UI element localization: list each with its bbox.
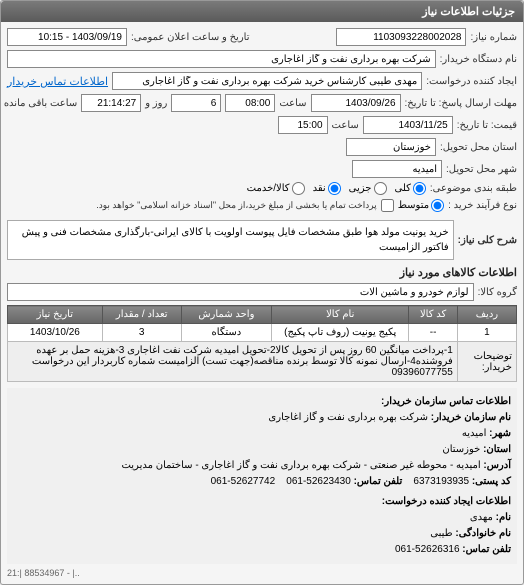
label-delivery-province: استان محل تحویل: (440, 142, 517, 153)
section-items-title: اطلاعات کالاهای مورد نیاز (7, 266, 517, 279)
contact-req-title: اطلاعات ایجاد کننده درخواست: (382, 496, 511, 507)
panel-title: جزئیات اطلاعات نیاز (1, 1, 523, 22)
cell-qty: 3 (102, 324, 181, 342)
radio-partial[interactable]: جزیی (349, 182, 387, 195)
delivery-city-field[interactable] (352, 160, 442, 178)
delivery-province-field[interactable] (346, 138, 436, 156)
city: امیدیه (462, 428, 487, 439)
lbl-province: استان: (483, 444, 511, 455)
cell-name: پکیج یونیت (روف تاپ پکیج) (272, 324, 409, 342)
lbl-phone2: تلفن تماس: (462, 544, 511, 555)
address: امیدیه - محوطه غیر صنعتی - شرکت بهره برد… (121, 460, 480, 471)
radio-partial-input[interactable] (374, 182, 387, 195)
label-requester: ایجاد کننده درخواست: (426, 76, 517, 87)
budget-radio-group: کلی جزیی نقد کالا/خدمت (247, 182, 426, 195)
lbl-phone: تلفن تماس: (354, 476, 403, 487)
lbl-city: شهر: (489, 428, 511, 439)
req-family: طیبی (430, 528, 452, 539)
th-unit: واحد شمارش (181, 306, 271, 324)
buyer-org-field[interactable] (7, 50, 436, 68)
buyer-contact-link[interactable]: اطلاعات تماس خریدار (7, 75, 108, 88)
group-field[interactable] (7, 283, 474, 301)
lbl-org-name: نام سازمان خریدار: (431, 412, 511, 423)
label-announce: تاریخ و ساعت اعلان عمومی: (131, 32, 250, 43)
lbl-family: نام خانوادگی: (455, 528, 511, 539)
label-time-post: ساعت باقی مانده (4, 98, 77, 109)
radio-cash-input[interactable] (328, 182, 341, 195)
radio-wholesale[interactable]: کلی (395, 182, 426, 195)
validity-date-field[interactable] (363, 116, 453, 134)
footer-text: ..| - 88534967 |:21 (7, 568, 517, 578)
announce-field[interactable] (7, 28, 127, 46)
details-panel: جزئیات اطلاعات نیاز شماره نیاز: تاریخ و … (0, 0, 524, 585)
label-process-type: نوع فرآیند خرید : (448, 200, 517, 211)
label-time1: ساعت (279, 98, 306, 109)
deadline-date-field[interactable] (311, 94, 401, 112)
radio-medium-input[interactable] (431, 199, 444, 212)
radio-credit[interactable]: کالا/خدمت (247, 182, 305, 195)
th-code: کد کالا (409, 306, 457, 324)
fax-org: 52627742-061 (211, 476, 276, 487)
th-qty: تعداد / مقدار (102, 306, 181, 324)
requester-field[interactable] (112, 72, 422, 90)
cell-notes-label: توضیحات خریدار: (457, 342, 516, 382)
cell-unit: دستگاه (181, 324, 271, 342)
general-desc: خرید یونیت مولد هوا طبق مشخصات فایل پیوس… (7, 220, 454, 260)
panel-body: شماره نیاز: تاریخ و ساعت اعلان عمومی: نا… (1, 22, 523, 584)
payment-checkbox[interactable] (381, 199, 394, 212)
table-row-notes: توضیحات خریدار: 1-پرداخت میانگین 60 روز … (8, 342, 517, 382)
lbl-postal: کد پستی: (472, 476, 511, 487)
label-budget-type: طبقه بندی موضوعی: (430, 183, 517, 194)
radio-credit-input[interactable] (292, 182, 305, 195)
cell-notes: 1-پرداخت میانگین 60 روز پس از تحویل کالا… (8, 342, 458, 382)
radio-wholesale-input[interactable] (413, 182, 426, 195)
contact-info-box: اطلاعات تماس سازمان خریدار: نام سازمان خ… (7, 388, 517, 564)
deadline-time-field[interactable] (225, 94, 275, 112)
th-row: ردیف (457, 306, 516, 324)
org-name: شرکت بهره برداری نفت و گاز اغاجاری (268, 412, 428, 423)
table-header-row: ردیف کد کالا نام کالا واحد شمارش تعداد /… (8, 306, 517, 324)
radio-cash[interactable]: نقد (313, 182, 341, 195)
label-delivery-city: شهر محل تحویل: (446, 164, 517, 175)
req-phone: 52626316-061 (395, 544, 460, 555)
label-deadline: مهلت ارسال پاسخ: تا تاریخ: (405, 98, 517, 109)
label-general-desc: شرح کلی نیاز: (458, 235, 517, 246)
time-remaining-field[interactable] (81, 94, 141, 112)
label-group: گروه کالا: (478, 287, 517, 298)
cell-code: -- (409, 324, 457, 342)
province: خوزستان (442, 444, 480, 455)
payment-note: پرداخت تمام یا بخشی از مبلغ خرید،از محل … (96, 200, 376, 211)
table-row[interactable]: 1 -- پکیج یونیت (روف تاپ پکیج) دستگاه 3 … (8, 324, 517, 342)
contact-title: اطلاعات تماس سازمان خریدار: (381, 396, 511, 407)
lbl-name: نام: (496, 512, 511, 523)
days-remaining-field[interactable] (171, 94, 221, 112)
req-no-field[interactable] (336, 28, 466, 46)
th-date: تاریخ نیاز (8, 306, 103, 324)
cell-date: 1403/10/26 (8, 324, 103, 342)
req-name: مهدی (470, 512, 493, 523)
label-buyer-org: نام دستگاه خریدار: (440, 54, 517, 65)
postal: 6373193935 (413, 476, 469, 487)
label-validity: قیمت: تا تاریخ: (457, 120, 517, 131)
validity-time-field[interactable] (278, 116, 328, 134)
radio-medium[interactable]: متوسط (398, 199, 444, 212)
lbl-address: آدرس: (483, 460, 511, 471)
label-days-post: روز و (145, 98, 167, 109)
th-name: نام کالا (272, 306, 409, 324)
cell-idx: 1 (457, 324, 516, 342)
items-table: ردیف کد کالا نام کالا واحد شمارش تعداد /… (7, 305, 517, 382)
label-time2: ساعت (332, 120, 359, 131)
phone: 52623430-061 (286, 476, 351, 487)
label-req-no: شماره نیاز: (470, 32, 517, 43)
